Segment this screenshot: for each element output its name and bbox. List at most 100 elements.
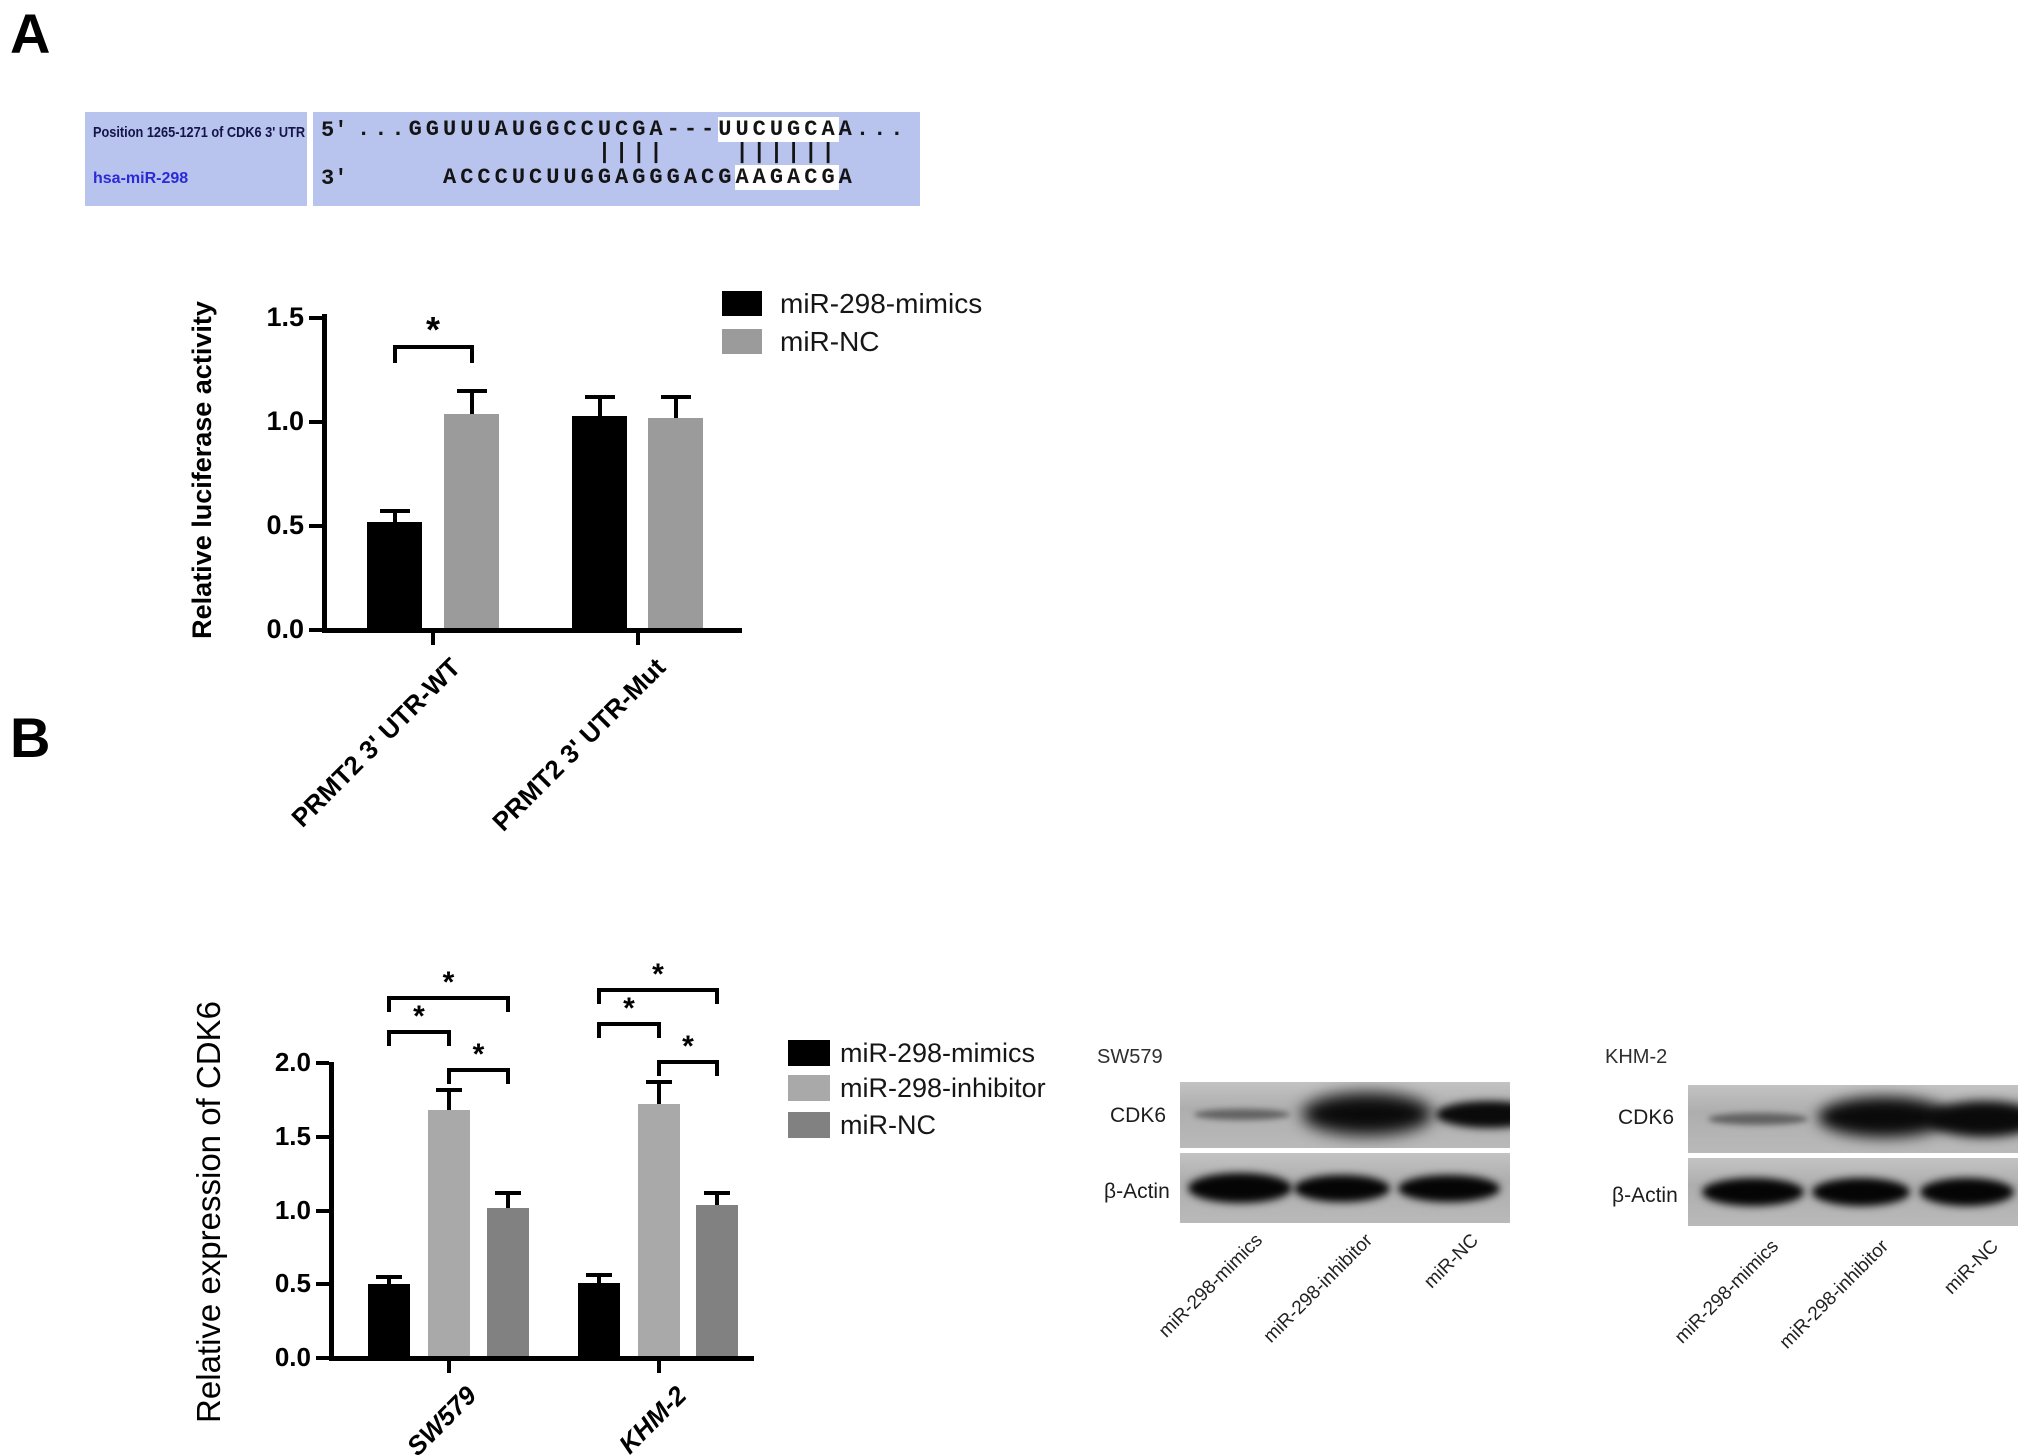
y-tick xyxy=(309,420,322,424)
sig-bracket-end xyxy=(469,345,474,363)
sig-bracket-end xyxy=(392,345,397,363)
legend-label-mimics-b: miR-298-mimics xyxy=(840,1038,1035,1068)
blot-khm2-lane-mimics: miR-298-mimics xyxy=(1670,1236,1783,1348)
error-bar-stem xyxy=(469,390,474,414)
blot-khm2-title: KHM-2 xyxy=(1605,1046,1668,1068)
y-tick xyxy=(309,316,322,320)
y-axis xyxy=(329,1062,334,1361)
blot-khm2-cdk6-strip xyxy=(1688,1085,2018,1153)
error-bar-cap xyxy=(436,1087,462,1092)
y-tick-label: 2.0 xyxy=(274,1047,311,1077)
error-bar-stem xyxy=(597,397,602,416)
y-tick xyxy=(309,524,322,528)
error-bar-stem xyxy=(506,1192,510,1208)
error-bar-cap xyxy=(379,509,410,514)
sig-star: * xyxy=(413,1000,425,1033)
error-bar-stem xyxy=(392,511,397,522)
x-axis xyxy=(329,1356,754,1361)
error-bar-cap xyxy=(660,395,691,400)
panel-a-label: A xyxy=(10,2,51,65)
y-tick xyxy=(316,1061,329,1065)
blot-khm2-lane-inhibitor: miR-298-inhibitor xyxy=(1775,1236,1893,1354)
legend-swatch-nc-b xyxy=(788,1112,830,1138)
sig-bracket-end xyxy=(715,988,719,1004)
mirna-seq-pre: ACCCUCUUGGAGGGACG xyxy=(357,165,736,190)
band-cdk6-mimics xyxy=(1194,1109,1290,1120)
bar-miR-298-inhibitor-KHM-2 xyxy=(638,1104,680,1356)
sig-star: * xyxy=(472,1038,485,1071)
y-tick-label: 0.0 xyxy=(274,1342,311,1372)
bar-miR-298-mimics-PRMT2 3' UTR-WT xyxy=(367,521,422,628)
legend-swatch-inhibitor-b xyxy=(788,1075,830,1101)
error-bar-cap xyxy=(704,1190,730,1195)
sig-bracket-end xyxy=(447,1068,451,1084)
x-category-label: PRMT2 3' UTR-Mut xyxy=(486,652,672,837)
sig-bracket-line xyxy=(447,1068,510,1072)
alignment-position-text: Position 1265-1271 of CDK6 3' UTR xyxy=(93,124,306,141)
sig-bracket-end xyxy=(387,1030,391,1046)
alignment-right-cell: 5' ...GGUUUAUGGCCUCGA---UUCUGCAA... ||||… xyxy=(313,112,920,206)
error-bar-stem xyxy=(715,1192,719,1205)
error-bar-cap xyxy=(586,1273,612,1278)
x-tick xyxy=(431,633,435,645)
band-cdk6-mimics xyxy=(1708,1113,1808,1125)
x-tick xyxy=(447,1361,451,1373)
bar-miR-298-inhibitor-SW579 xyxy=(428,1110,470,1356)
utr-seq-post: A... xyxy=(838,117,908,142)
error-bar-cap xyxy=(646,1080,672,1085)
utr-seq-pre: ...GGUUUAUGGCCUCGA--- xyxy=(357,117,719,142)
sig-bracket-end xyxy=(597,988,601,1004)
x-tick xyxy=(657,1361,661,1373)
sig-star: * xyxy=(425,309,440,350)
sig-star: * xyxy=(682,1030,694,1063)
legend-label-nc: miR-NC xyxy=(780,326,880,357)
x-category-label: PRMT2 3' UTR-WT xyxy=(285,652,467,833)
x-category-label: SW579 xyxy=(400,1380,483,1456)
error-bar-stem xyxy=(673,397,678,418)
blot-sw579-cdk6-strip xyxy=(1180,1082,1510,1148)
mirna-seq-seed: AAGACG xyxy=(735,165,839,190)
blot-sw579-cdk6-label: CDK6 xyxy=(1110,1104,1167,1127)
error-bar-cap xyxy=(376,1274,402,1279)
error-bar-stem xyxy=(597,1275,601,1283)
sig-bracket-end xyxy=(506,996,510,1012)
y-tick-label: 1.5 xyxy=(266,302,304,332)
band-actin-mimics xyxy=(1702,1178,1804,1206)
legend-label-nc-b: miR-NC xyxy=(840,1110,936,1140)
x-tick xyxy=(636,633,640,645)
sig-bracket-line xyxy=(597,1022,661,1026)
error-bar-stem xyxy=(387,1276,391,1285)
blot-khm2-lane-nc: miR-NC xyxy=(1940,1236,2003,1299)
mirna-sequence: ACCCUCUUGGAGGGACGAAGACGA xyxy=(357,165,856,190)
y-tick xyxy=(309,628,322,632)
y-tick-label: 0.0 xyxy=(266,614,304,644)
bar-miR-NC-PRMT2 3' UTR-WT xyxy=(444,413,499,628)
band-actin-inhibitor xyxy=(1294,1175,1390,1202)
sig-star: * xyxy=(442,966,455,999)
error-bar-cap xyxy=(495,1190,521,1195)
blot-sw579-title: SW579 xyxy=(1097,1046,1163,1068)
legend-swatch-mimics-b xyxy=(788,1040,830,1066)
y-tick-label: 1.5 xyxy=(274,1120,311,1151)
mirna-seq-post: A xyxy=(838,165,856,190)
y-tick-label: 1.0 xyxy=(266,406,304,436)
bar-miR-298-mimics-SW579 xyxy=(368,1284,410,1356)
alignment-left-cell: Position 1265-1271 of CDK6 3' UTR hsa-mi… xyxy=(85,112,307,206)
chart-b-y-axis-label: Relative expression of CDK6 xyxy=(190,1001,227,1423)
blot-khm2-actin-label: β-Actin xyxy=(1612,1184,1678,1207)
sig-bracket-end xyxy=(657,1060,661,1076)
sig-bracket-line xyxy=(597,988,719,992)
error-bar-stem xyxy=(447,1089,451,1111)
band-cdk6-nc xyxy=(1436,1101,1510,1128)
x-axis xyxy=(322,628,742,633)
band-cdk6-nc xyxy=(1928,1101,2018,1137)
blot-sw579-lane-mimics: miR-298-mimics xyxy=(1154,1230,1267,1342)
y-tick xyxy=(316,1208,329,1213)
y-tick-label: 0.5 xyxy=(274,1268,311,1299)
blot-sw579-actin-label: β-Actin xyxy=(1104,1180,1170,1203)
legend-swatch-nc xyxy=(722,329,762,354)
sig-star: * xyxy=(623,992,635,1025)
sig-bracket-end xyxy=(506,1068,510,1084)
panel-b-label: B xyxy=(10,706,51,769)
sig-bracket-end xyxy=(597,1022,601,1038)
